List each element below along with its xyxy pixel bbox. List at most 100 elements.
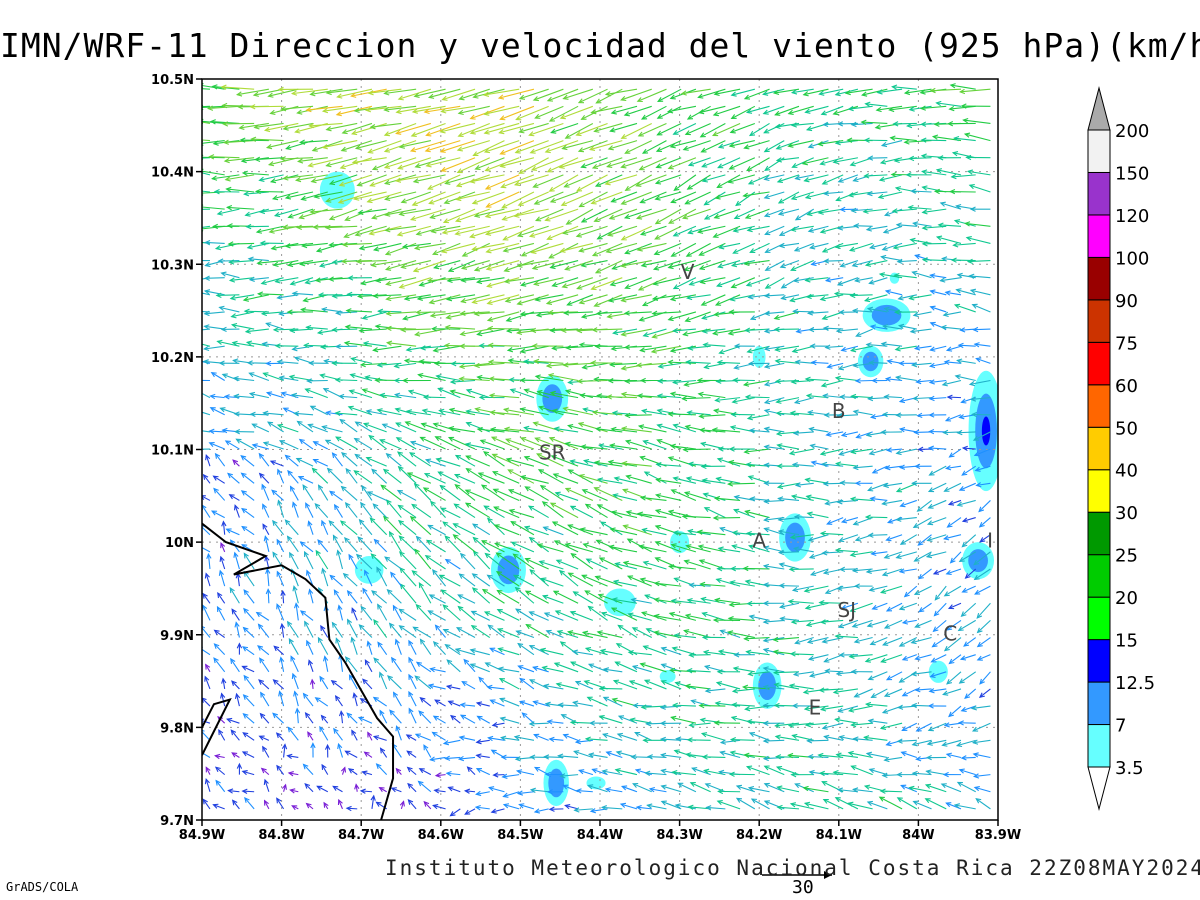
wind-arrow [879,585,903,594]
wind-arrow [337,798,344,810]
wind-arrow [498,678,520,690]
wind-arrow [712,617,741,623]
wind-arrow [849,292,873,299]
wind-arrow [597,593,623,604]
wind-arrow [480,540,505,553]
wind-arrow [347,768,358,776]
wind-arrow [261,483,270,501]
wind-arrow [335,436,358,450]
wind-arrow [669,391,697,399]
wind-arrow [789,802,814,810]
wind-arrow [439,122,476,134]
wind-arrow [566,294,594,306]
wind-arrow [703,208,726,220]
wind-arrow [362,422,387,433]
wind-arrow [653,242,682,256]
wind-arrow [406,766,417,776]
wind-arrow [333,727,343,741]
wind-arrow [262,503,270,518]
wind-arrow [299,610,314,621]
wind-arrow [917,446,932,452]
wind-arrow [819,619,844,625]
wind-arrow [442,521,461,536]
wind-arrow [536,543,564,553]
wind-arrow [415,603,432,621]
wind-arrow [763,310,785,316]
wind-arrow [287,726,299,741]
wind-arrow [474,406,505,416]
wind-arrow [423,800,432,810]
software-credit: GrADS/COLA [6,880,79,894]
colorbar-segment [1087,596,1111,641]
wind-arrow [260,310,284,317]
wind-arrow [764,225,785,236]
wind-arrow [701,754,726,760]
y-tick-label: 9.9N [160,629,194,644]
wind-arrow [681,513,711,520]
wind-arrow [636,88,667,103]
wind-arrow [572,591,594,604]
wind-arrow [430,225,461,234]
wind-arrow [346,590,358,604]
wind-arrow [620,426,652,433]
wind-arrow [229,587,240,604]
wind-arrow [544,771,564,778]
wind-arrow [202,448,210,450]
wind-arrow [415,225,446,236]
axis-ticks: 84.9W 84.8W 84.7W 84.6W 84.5W 84.4W 84.3W 84.2W… [151,73,1021,843]
wind-arrow [483,140,520,154]
colorbar-label: 90 [1115,291,1138,312]
wind-arrow [743,752,770,759]
wind-arrow [823,258,844,264]
wind-arrow [564,542,593,553]
wind-arrow [921,241,947,247]
wind-arrow [324,439,343,450]
wind-arrow [596,477,623,484]
wind-arrow [590,360,623,366]
wind-arrow [422,394,446,400]
wind-arrow [518,803,535,810]
wind-arrow [576,277,608,290]
wind-arrow [675,736,696,742]
wind-arrow [620,225,652,241]
wind-arrow [607,378,638,384]
wind-arrow [231,340,255,347]
wind-arrow [819,448,844,456]
wind-arrow [777,516,800,523]
wind-arrow [352,692,358,707]
wind-arrow [212,475,225,484]
wind-arrow [905,172,932,178]
wind-arrow [746,225,770,233]
wind-arrow [898,602,917,611]
wind-arrow [884,289,903,296]
wind-arrow [715,681,741,690]
wind-arrow [414,733,432,741]
wind-arrow [976,602,991,619]
wind-arrow [374,277,402,284]
wind-arrow [862,208,888,214]
wind-arrow [958,671,977,684]
wind-arrow [834,717,858,724]
wind-arrow [307,731,314,741]
wind-arrow [501,773,520,779]
wind-arrow [701,328,726,334]
wind-arrow [955,288,976,296]
wind-arrow [277,468,285,484]
wind-arrow [271,191,299,201]
wind-arrow [304,782,314,793]
speed-patch [981,416,991,446]
wind-arrow [395,437,417,450]
wind-arrow [703,507,726,519]
wind-arrow [971,722,991,732]
wind-arrow [519,407,549,416]
wind-arrow [281,783,287,792]
wind-arrow [776,174,800,184]
wind-arrow [457,105,490,116]
wind-arrow [398,140,431,149]
wind-arrow [839,480,858,486]
wind-arrow [863,137,888,143]
wind-arrow [368,434,388,450]
wind-arrow [464,808,476,815]
wind-arrow [700,294,726,306]
wind-arrow [409,440,432,450]
